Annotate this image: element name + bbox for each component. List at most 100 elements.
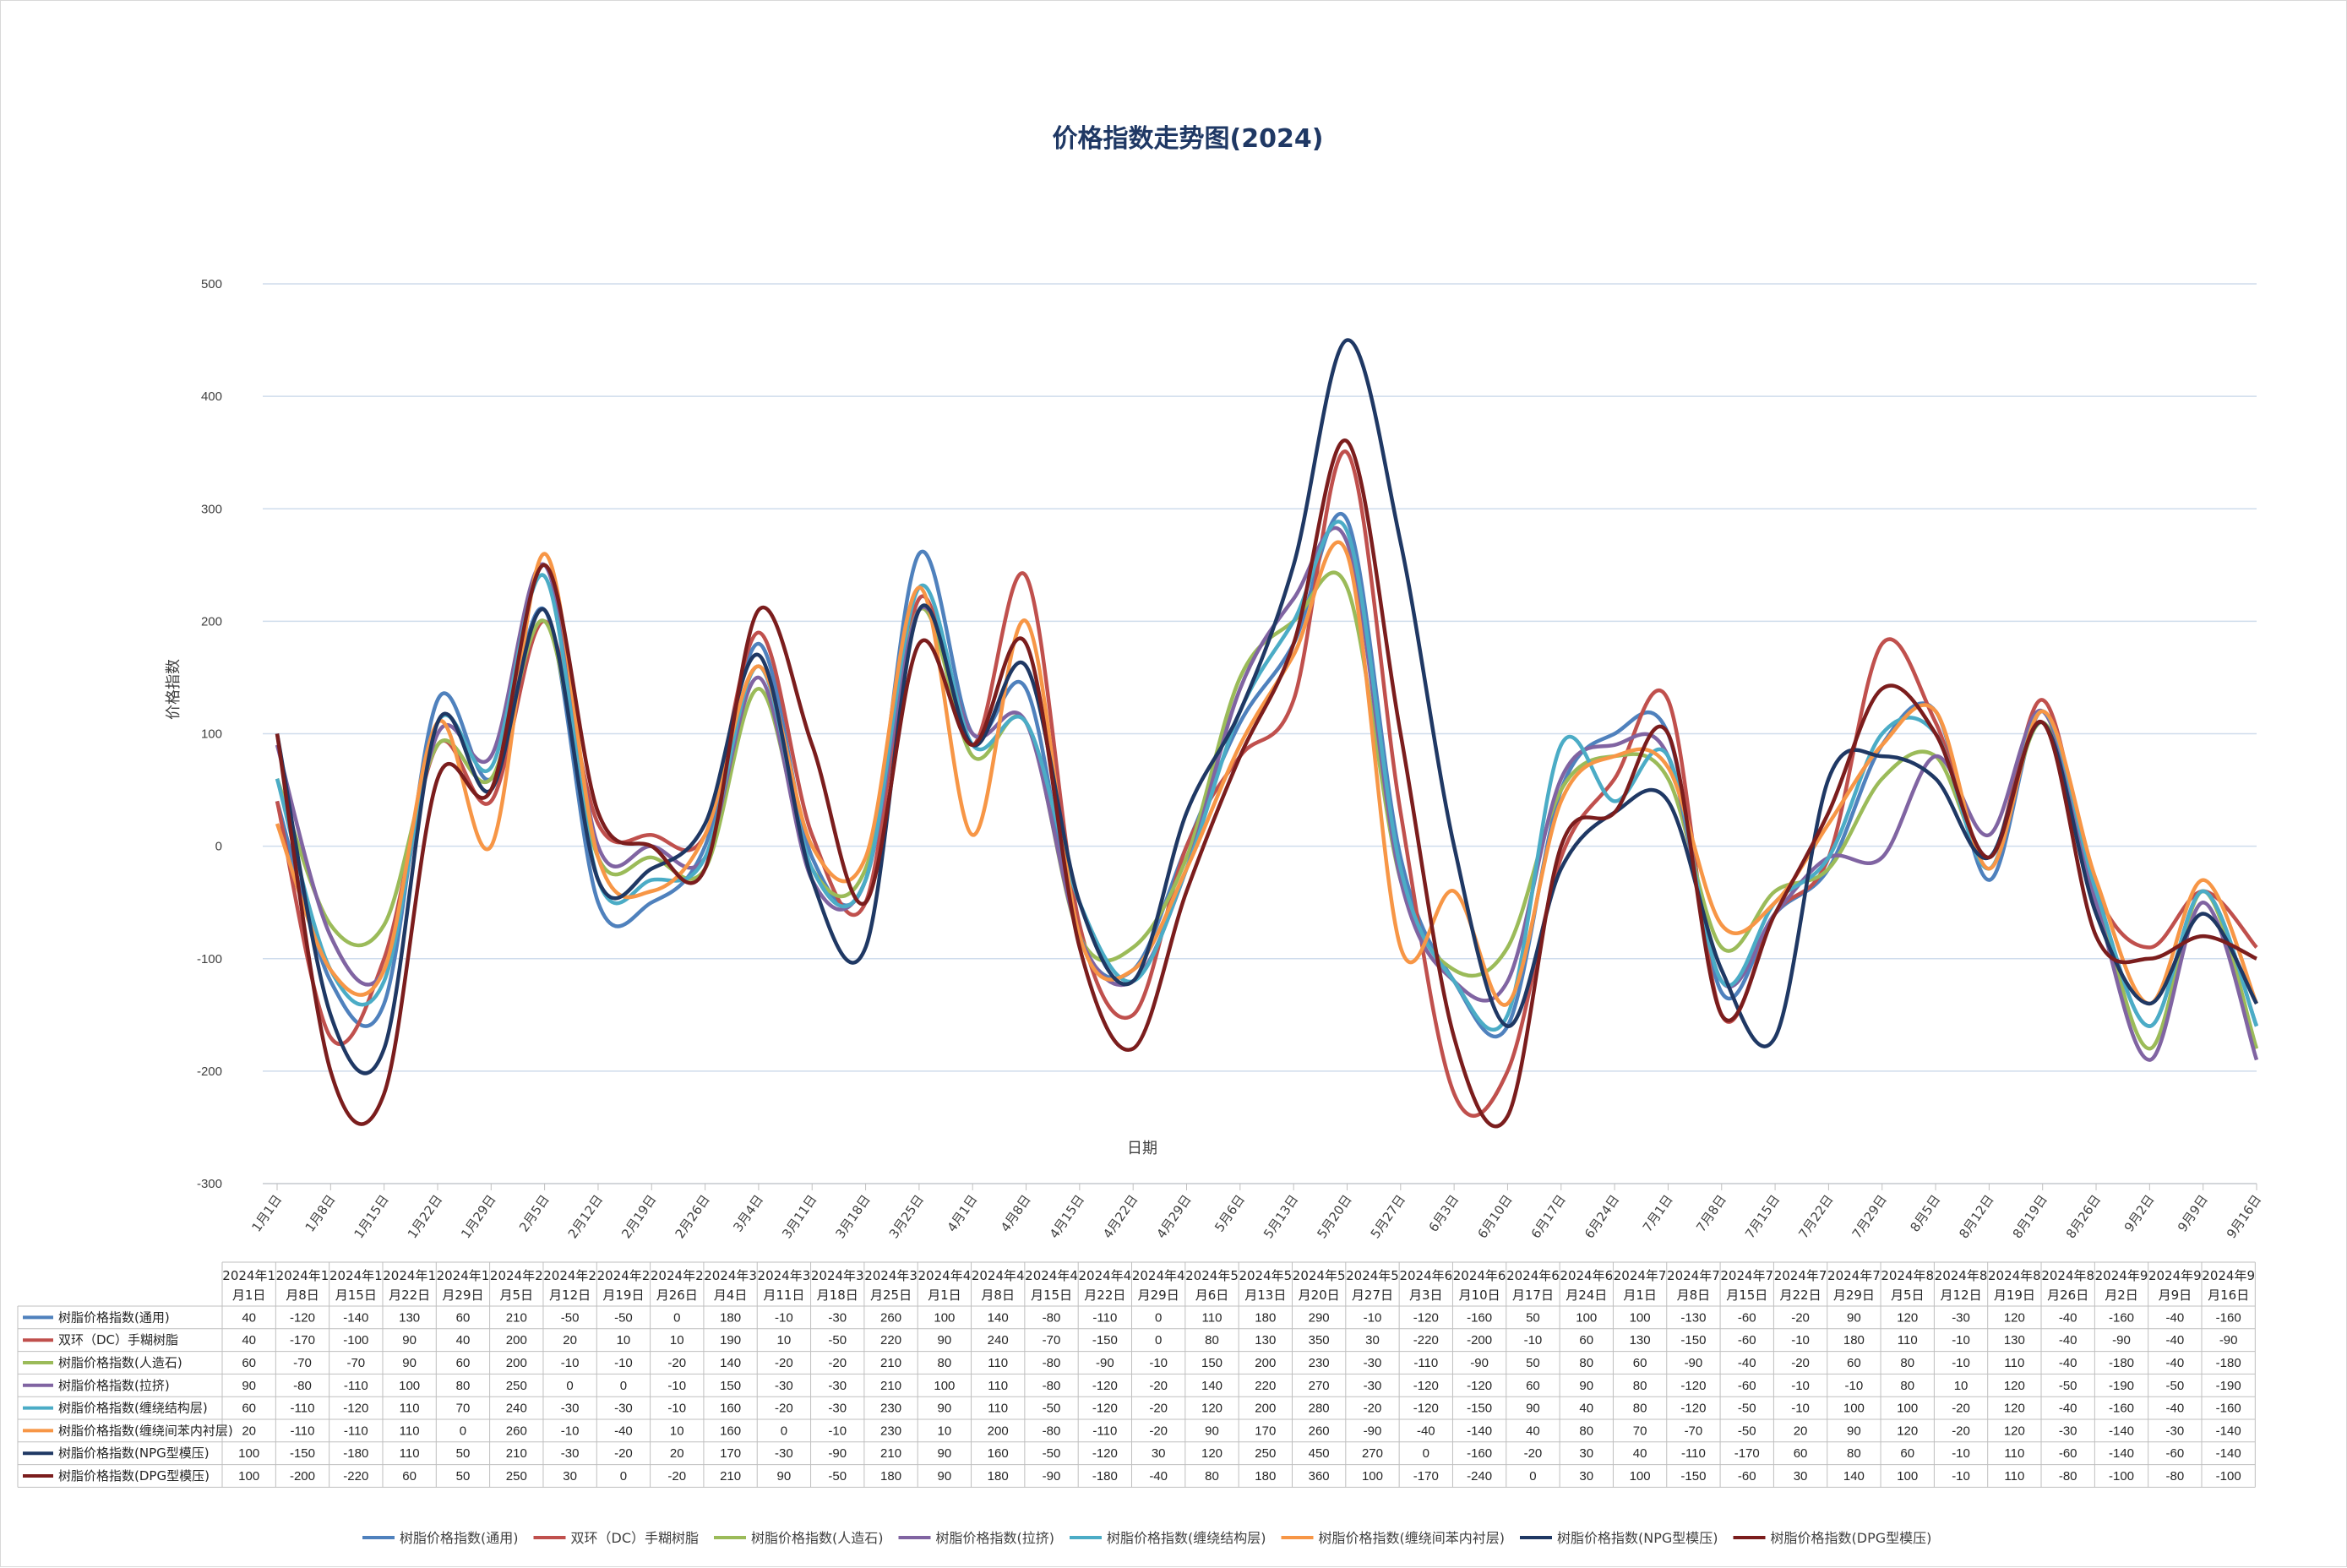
table-cell: 250: [506, 1469, 527, 1484]
table-cell: -90: [1364, 1424, 1382, 1438]
table-cell: 10: [1954, 1379, 1969, 1393]
table-cell: 210: [506, 1310, 527, 1325]
table-cell: -120: [1092, 1402, 1118, 1416]
table-cell: 100: [1897, 1402, 1918, 1416]
table-cell: -40: [2059, 1402, 2077, 1416]
table-header-line2: 月8日: [981, 1288, 1015, 1303]
table-cell: -40: [2059, 1310, 2077, 1325]
table-cell: 90: [402, 1356, 417, 1370]
table-cell: -240: [1467, 1469, 1492, 1484]
x-tick-label: 1月1日: [248, 1192, 285, 1235]
table-cell: -50: [1738, 1402, 1756, 1416]
table-cell: -80: [1043, 1356, 1061, 1370]
x-tick-label: 3月25日: [886, 1192, 927, 1241]
x-tick-label: 3月18日: [832, 1192, 873, 1241]
table-cell: 50: [1526, 1310, 1540, 1325]
table-cell: -20: [1791, 1356, 1810, 1370]
table-cell: -60: [2165, 1446, 2184, 1461]
table-header-line1: 2024年4: [1025, 1268, 1078, 1283]
table-row-label: 树脂价格指数(通用): [58, 1309, 170, 1325]
table-header-line2: 月29日: [442, 1288, 483, 1303]
table-cell: 10: [777, 1333, 792, 1348]
table-header-line2: 月8日: [286, 1288, 319, 1303]
table-cell: -150: [1680, 1469, 1706, 1484]
table-cell: -110: [291, 1402, 315, 1416]
table-cell: -40: [1417, 1424, 1435, 1438]
x-tick-label: 7月22日: [1795, 1192, 1836, 1241]
table-cell: -40: [2165, 1402, 2184, 1416]
table-cell: 210: [720, 1469, 741, 1484]
table-cell: 230: [1309, 1356, 1330, 1370]
x-axis-ticks: 1月1日 1月8日 1月15日 1月22日 1月29日 2月5日 2月12日 2月19日 2月2…: [248, 1183, 2264, 1241]
table-cell: -10: [1791, 1333, 1810, 1348]
table-cell: 110: [400, 1446, 420, 1461]
table-cell: -30: [775, 1446, 793, 1461]
table-cell: 10: [670, 1333, 684, 1348]
table-cell: 180: [1843, 1333, 1865, 1348]
table-cell: -20: [1149, 1424, 1168, 1438]
table-header-line1: 2024年3: [811, 1268, 864, 1283]
table-header-line2: 月4日: [714, 1288, 748, 1303]
table-cell: 70: [1633, 1424, 1647, 1438]
table-cell: -30: [614, 1402, 633, 1416]
table-cell: 100: [1630, 1469, 1651, 1484]
table-cell: 210: [880, 1446, 901, 1461]
x-tick-label: 4月8日: [998, 1192, 1034, 1235]
table-cell: -50: [1043, 1446, 1061, 1461]
table-header-line2: 月10日: [1459, 1288, 1500, 1303]
table-header-line2: 月22日: [1084, 1288, 1125, 1303]
table-header-line1: 2024年6: [1453, 1268, 1506, 1283]
table-cell: -60: [1738, 1469, 1756, 1484]
table-header-line2: 月12日: [549, 1288, 591, 1303]
table-cell: -80: [2059, 1469, 2077, 1484]
table-cell: 130: [1630, 1333, 1651, 1348]
table-cell: 30: [1365, 1333, 1380, 1348]
table-cell: -50: [561, 1310, 580, 1325]
table-header-line1: 2024年8: [1881, 1268, 1934, 1283]
table-header-line2: 月26日: [2047, 1288, 2088, 1303]
table-cell: 200: [988, 1424, 1009, 1438]
table-cell: 0: [1423, 1446, 1429, 1461]
table-cell: 40: [242, 1333, 256, 1348]
y-tick-label: 500: [201, 277, 222, 291]
table-cell: 180: [880, 1469, 901, 1484]
table-cell: 170: [1255, 1424, 1276, 1438]
table-cell: 90: [1579, 1379, 1593, 1393]
table-cell: 20: [670, 1446, 684, 1461]
table-cell: 260: [880, 1310, 901, 1325]
table-row-label: 树脂价格指数(缠绕结构层): [58, 1401, 208, 1416]
table-cell: -20: [1364, 1402, 1382, 1416]
table-cell: -50: [1043, 1402, 1061, 1416]
x-tick-label: 8月5日: [1907, 1192, 1943, 1235]
table-cell: -140: [1467, 1424, 1492, 1438]
table-cell: -30: [828, 1310, 847, 1325]
table-cell: 80: [1205, 1333, 1219, 1348]
table-header-line1: 2024年4: [972, 1268, 1025, 1283]
table-header-line1: 2024年4: [918, 1268, 972, 1283]
table-cell: 110: [1202, 1310, 1223, 1325]
table-cell: 0: [1155, 1310, 1162, 1325]
table-cell: 60: [1900, 1446, 1914, 1461]
table-cell: 100: [934, 1379, 955, 1393]
table-row-label: 树脂价格指数(DPG型模压): [58, 1468, 210, 1484]
table-cell: 90: [1526, 1402, 1540, 1416]
x-tick-label: 5月6日: [1212, 1192, 1248, 1235]
table-cell: -160: [2216, 1402, 2241, 1416]
table-cell: 90: [938, 1446, 952, 1461]
y-tick-label: 400: [201, 389, 222, 404]
table-cell: -120: [1413, 1402, 1439, 1416]
table-cell: 60: [1794, 1446, 1808, 1461]
table-cell: 50: [1526, 1356, 1540, 1370]
table-cell: 80: [456, 1379, 471, 1393]
table-cell: 90: [777, 1469, 792, 1484]
table-cell: 150: [1201, 1356, 1223, 1370]
table-cell: -10: [1952, 1446, 1970, 1461]
series-line: [275, 438, 2257, 1129]
table-cell: -30: [2165, 1424, 2184, 1438]
table-cell: 80: [938, 1356, 952, 1370]
table-header-line1: 2024年4: [1132, 1268, 1185, 1283]
table-cell: 40: [1579, 1402, 1593, 1416]
table-cell: 140: [1201, 1379, 1223, 1393]
table-cell: -40: [2059, 1356, 2077, 1370]
